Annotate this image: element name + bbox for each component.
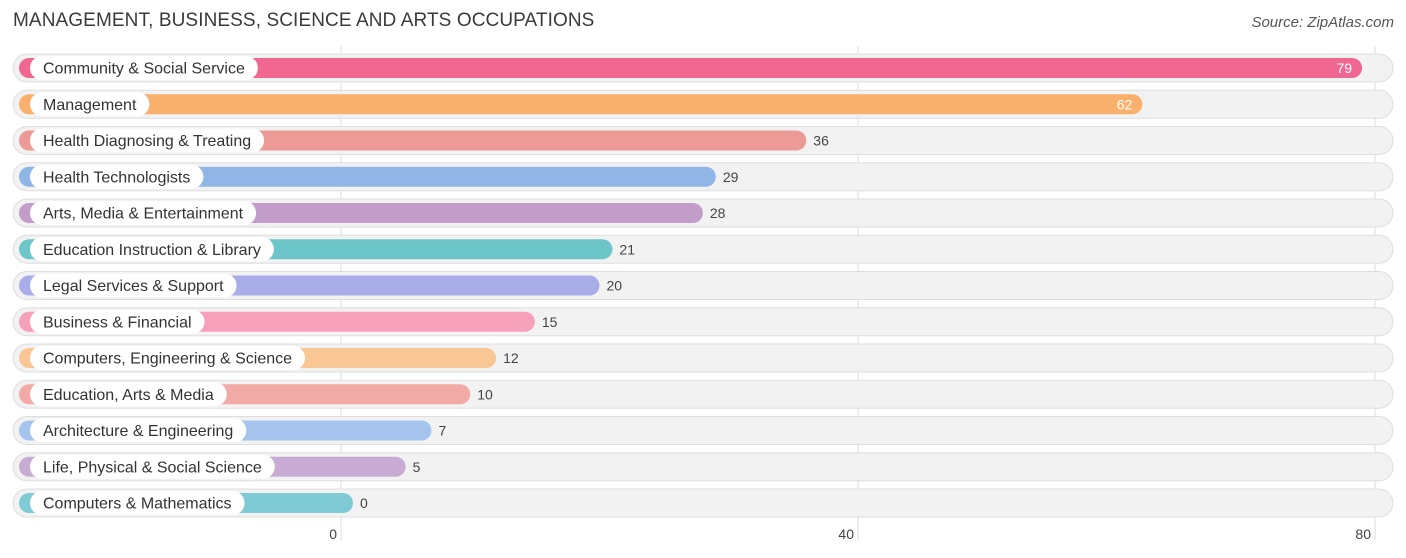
- category-label: Education, Arts & Media: [43, 387, 214, 404]
- value-label: 10: [477, 386, 493, 402]
- category-label: Health Technologists: [43, 169, 190, 186]
- category-label: Education Instruction & Library: [43, 242, 261, 259]
- bar-row: Community & Social Service 79: [12, 53, 1394, 83]
- value-label: 62: [1117, 96, 1133, 112]
- category-label-pill: [30, 491, 245, 515]
- category-label-pill: [30, 418, 247, 443]
- value-label: 12: [503, 350, 519, 366]
- category-label: Life, Physical & Social Science: [43, 459, 262, 476]
- category-label-pill: [30, 346, 306, 370]
- bar-row: Architecture & Engineering 7: [12, 416, 1394, 445]
- value-label: 36: [813, 133, 829, 149]
- category-label-pill: [30, 237, 274, 262]
- bar-row: Management 62: [12, 89, 1394, 119]
- category-label-pill: [30, 56, 258, 80]
- source-label: Source: ZipAtlas.com: [1251, 14, 1394, 31]
- value-label: 79: [1336, 60, 1352, 76]
- bar: [19, 94, 1143, 115]
- category-label: Health Diagnosing & Treating: [43, 133, 251, 150]
- bar-row: Legal Services & Support 20: [12, 271, 1394, 300]
- bar-rows: Community & Social Service 79 Management 62…: [12, 53, 1394, 518]
- category-label-pill: [30, 201, 257, 225]
- chart-title: MANAGEMENT, BUSINESS, SCIENCE AND ARTS O…: [13, 10, 595, 31]
- category-label-pill: [30, 273, 237, 298]
- category-label-pill: [30, 382, 227, 407]
- value-label: 5: [413, 459, 421, 475]
- category-label-pill: [30, 454, 275, 479]
- x-tick-label: 40: [838, 526, 854, 542]
- category-label-pill: [30, 309, 205, 334]
- category-label: Computers & Mathematics: [43, 496, 232, 513]
- category-label: Architecture & Engineering: [43, 423, 233, 440]
- bar-row: Arts, Media & Entertainment 28: [12, 198, 1394, 228]
- value-label: 15: [542, 314, 558, 330]
- value-label: 20: [607, 278, 623, 294]
- category-label-pill: [30, 128, 265, 153]
- value-label: 21: [619, 241, 635, 257]
- category-label: Management: [43, 97, 137, 114]
- category-label: Business & Financial: [43, 314, 192, 331]
- bar-row: Computers, Engineering & Science 12: [12, 343, 1394, 373]
- value-label: 7: [438, 423, 446, 439]
- value-label: 0: [360, 495, 368, 511]
- bar-row: Business & Financial 15: [12, 307, 1394, 337]
- category-label-pill: [30, 92, 150, 117]
- bar-row: Education, Arts & Media 10: [12, 379, 1394, 409]
- x-tick-label: 0: [329, 526, 337, 542]
- bar: [19, 58, 1363, 78]
- bar-row: Computers & Mathematics 0: [12, 488, 1394, 518]
- category-label: Community & Social Service: [43, 61, 245, 78]
- category-label: Legal Services & Support: [43, 278, 224, 295]
- category-label: Computers, Engineering & Science: [43, 351, 292, 368]
- category-label: Arts, Media & Entertainment: [43, 206, 244, 223]
- value-label: 29: [723, 169, 739, 185]
- x-tick-label: 80: [1355, 526, 1371, 542]
- bar-row: Education Instruction & Library 21: [12, 234, 1394, 264]
- bar-row: Health Technologists 29: [12, 162, 1394, 192]
- bar-row: Health Diagnosing & Treating 36: [12, 126, 1394, 155]
- value-label: 28: [710, 205, 726, 221]
- bar-row: Life, Physical & Social Science 5: [12, 452, 1394, 482]
- category-label-pill: [30, 164, 204, 189]
- x-axis-ticks: 0 40 80: [329, 526, 1371, 542]
- bar-track: [12, 488, 1394, 518]
